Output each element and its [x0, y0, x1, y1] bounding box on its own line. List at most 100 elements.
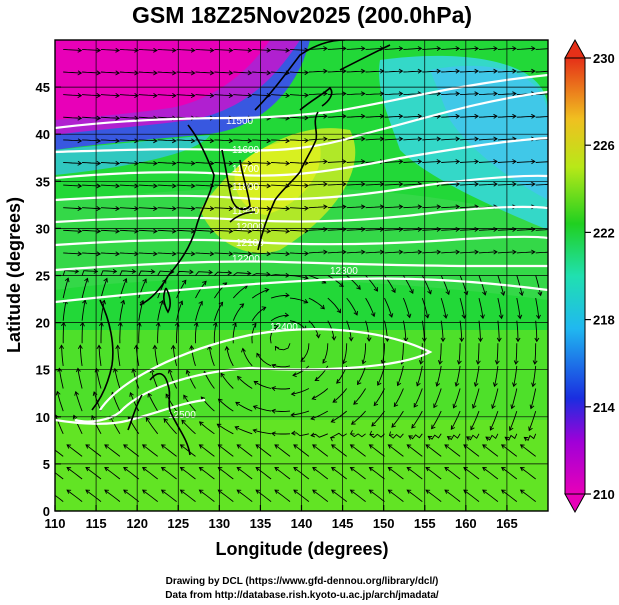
- streamline-arrowhead: [398, 249, 404, 255]
- streamline: [233, 272, 251, 276]
- streamline: [214, 48, 233, 51]
- streamline: [271, 432, 291, 435]
- streamline: [237, 376, 253, 389]
- streamline-arrowhead: [492, 382, 498, 388]
- y-axis: 0 5 10 15 20 25 30 35 40 45: [36, 80, 61, 519]
- streamline-arrowhead: [436, 136, 442, 142]
- streamline: [233, 184, 252, 187]
- streamline-arrowhead: [493, 91, 498, 97]
- streamline-arrowhead: [209, 47, 215, 53]
- streamline-arrowhead: [482, 467, 487, 472]
- streamline: [516, 70, 535, 73]
- streamline: [119, 162, 139, 164]
- streamline: [535, 298, 540, 319]
- streamline-arrowhead: [104, 467, 109, 472]
- contour-label: 12000: [236, 222, 264, 233]
- streamline-arrowhead: [304, 92, 309, 98]
- streamline: [218, 444, 234, 457]
- streamline-arrowhead: [55, 390, 61, 396]
- streamline: [509, 410, 518, 431]
- streamline: [138, 322, 141, 344]
- streamline-arrowhead: [171, 47, 177, 53]
- streamline: [369, 433, 385, 439]
- streamline: [119, 207, 139, 210]
- streamline: [253, 429, 272, 435]
- streamline-arrowhead: [190, 93, 196, 98]
- streamline: [289, 184, 309, 187]
- streamline-arrowhead: [115, 70, 120, 76]
- streamline: [422, 160, 441, 163]
- streamline: [450, 410, 461, 430]
- contour-label: 11500: [226, 116, 254, 127]
- streamline: [534, 343, 537, 365]
- streamline: [100, 270, 117, 276]
- streamline: [123, 489, 140, 502]
- streamline: [82, 139, 101, 142]
- streamline-arrowhead: [443, 314, 448, 319]
- streamline-arrowhead: [247, 160, 253, 166]
- streamline: [312, 489, 329, 502]
- streamline: [388, 444, 404, 457]
- streamline-arrowhead: [247, 183, 253, 189]
- streamline-arrowhead: [93, 268, 99, 274]
- streamline: [289, 139, 309, 142]
- streamline-arrowhead: [96, 251, 102, 257]
- streamline: [332, 388, 348, 403]
- streamline: [463, 489, 480, 502]
- streamline: [138, 139, 157, 142]
- streamline: [271, 229, 290, 232]
- streamline: [138, 94, 157, 97]
- streamline-arrowhead: [332, 398, 338, 403]
- streamline-arrowhead: [482, 489, 487, 494]
- streamline-arrowhead: [234, 426, 240, 431]
- streamline-arrowhead: [519, 467, 525, 472]
- x-tick-label: 135: [250, 516, 272, 531]
- streamline-arrowhead: [133, 344, 139, 350]
- streamline-arrowhead: [131, 269, 137, 274]
- streamline: [289, 48, 309, 51]
- streamline: [308, 115, 327, 118]
- colorbar-max-arrow: [564, 38, 586, 59]
- streamline: [180, 489, 196, 502]
- streamline: [161, 467, 177, 480]
- streamline: [485, 433, 499, 441]
- streamline: [365, 70, 384, 73]
- streamline-arrowhead: [387, 467, 393, 472]
- streamline-arrowhead: [160, 467, 166, 472]
- streamline: [119, 116, 139, 119]
- streamline: [145, 417, 159, 435]
- streamline: [350, 489, 366, 502]
- streamline-arrowhead: [266, 228, 272, 234]
- streamline-arrowhead: [153, 70, 158, 76]
- streamline: [233, 207, 252, 210]
- streamline: [535, 161, 548, 163]
- streamline-arrowhead: [134, 70, 139, 76]
- streamline: [81, 278, 88, 299]
- streamline: [535, 116, 548, 118]
- streamline-arrowhead: [455, 226, 461, 232]
- streamline: [478, 47, 498, 50]
- streamline-arrowhead: [171, 206, 177, 211]
- streamline-arrowhead: [366, 337, 372, 342]
- streamline: [291, 432, 309, 437]
- streamline: [275, 343, 291, 351]
- streamline-arrowhead: [247, 93, 253, 98]
- streamline: [408, 433, 423, 440]
- streamline-arrowhead: [398, 91, 404, 97]
- streamline-arrowhead: [353, 310, 358, 316]
- streamline: [63, 94, 82, 97]
- streamline: [346, 297, 358, 316]
- streamline-arrowhead: [181, 279, 187, 285]
- streamline: [220, 373, 234, 389]
- streamline-arrowhead: [349, 467, 355, 472]
- streamline: [63, 229, 82, 232]
- streamline-arrowhead: [104, 489, 109, 494]
- streamline: [109, 416, 121, 435]
- streamline: [441, 47, 460, 50]
- streamline: [104, 444, 121, 457]
- streamline-arrowhead: [129, 391, 134, 397]
- streamline-arrowhead: [444, 444, 450, 449]
- streamline-arrowhead: [320, 304, 325, 310]
- streamline: [255, 444, 272, 457]
- streamline: [331, 467, 347, 480]
